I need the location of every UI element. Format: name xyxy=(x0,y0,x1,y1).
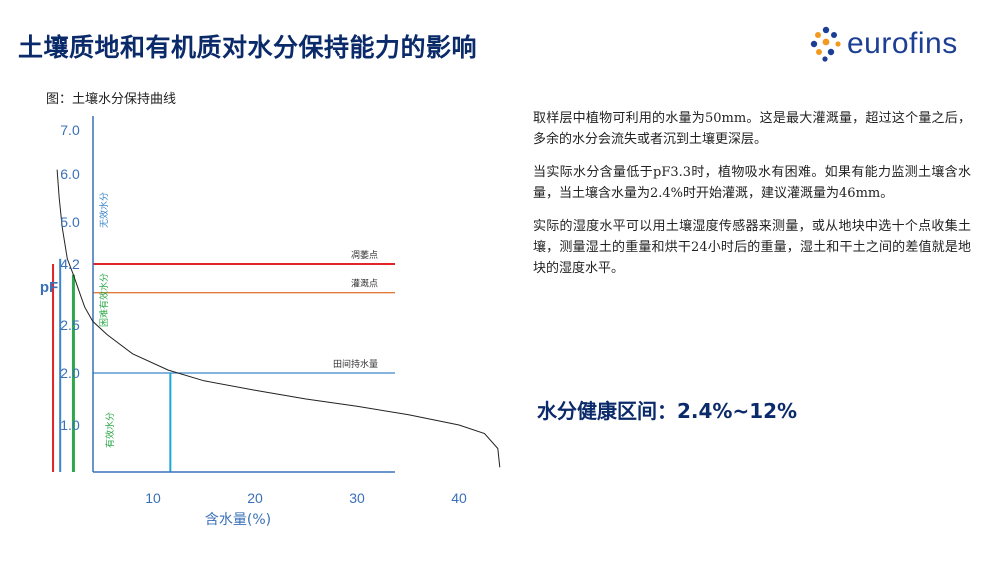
healthy-range-callout: 水分健康区间：2.4%~12% xyxy=(537,399,798,423)
reference-line-label: 田间持水量 xyxy=(333,358,378,370)
zone-label: 困难有效水分 xyxy=(98,273,110,327)
x-tick-label: 10 xyxy=(145,490,161,506)
reference-line-label: 凋萎点 xyxy=(351,249,378,261)
zone-label: 无效水分 xyxy=(98,192,110,228)
eurofins-logo-icon xyxy=(810,26,841,62)
chart-caption: 图：土壤水分保持曲线 xyxy=(46,92,177,107)
reference-line-label: 灌溉点 xyxy=(351,278,378,290)
x-tick-label: 40 xyxy=(451,490,467,506)
y-axis-label: pF xyxy=(40,279,58,296)
slide-title: 土壤质地和有机质对水分保持能力的影响 xyxy=(18,33,478,62)
y-tick-label: 7.0 xyxy=(60,122,80,138)
zone-label: 有效水分 xyxy=(104,412,116,448)
retention-curve xyxy=(56,169,501,468)
logo-text: eurofins xyxy=(847,27,958,60)
y-tick-label: 1.0 xyxy=(60,417,80,433)
eurofins-logo: eurofins xyxy=(808,26,958,62)
y-tick-label: 5.0 xyxy=(60,214,80,230)
y-tick-label: 2.5 xyxy=(60,317,80,333)
note-paragraph: 当实际水分含量低于pF3.3时，植物吸水有困难。如果有能力监测土壤含水量，当土壤… xyxy=(533,165,971,201)
x-tick-label: 20 xyxy=(247,490,263,506)
y-tick-label: 2.0 xyxy=(60,365,80,381)
note-paragraph: 实际的湿度水平可以用土壤湿度传感器来测量，或从地块中选十个点收集土壤，测量湿土的… xyxy=(533,219,971,276)
notes-panel: 取样层中植物可利用的水量为50mm。这是最大灌溉量，超过这个量之后，多余的水分会… xyxy=(533,108,971,291)
note-paragraph: 取样层中植物可利用的水量为50mm。这是最大灌溉量，超过这个量之后，多余的水分会… xyxy=(533,111,971,147)
x-axis-label: 含水量(%) xyxy=(205,512,271,528)
x-tick-label: 30 xyxy=(349,490,365,506)
y-tick-label: 4.2 xyxy=(60,256,80,272)
y-tick-label: 6.0 xyxy=(60,166,80,182)
